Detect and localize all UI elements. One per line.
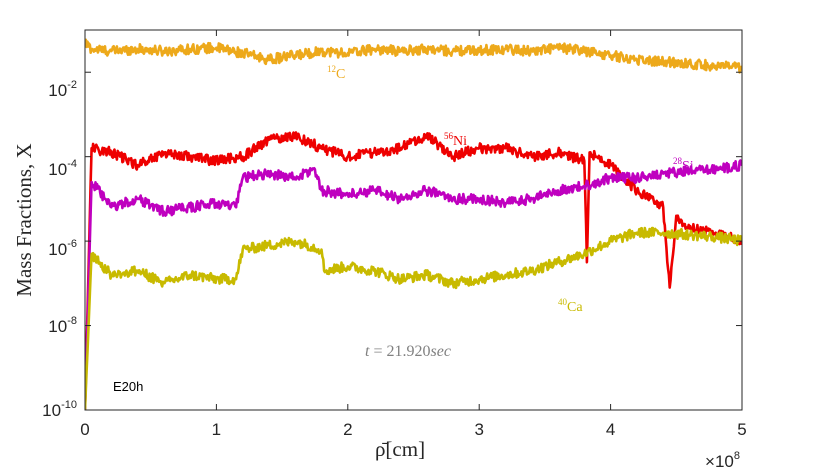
y-tick-label: 10-6 <box>48 238 77 259</box>
legend-56Ni: 56Ni <box>444 131 467 149</box>
x-tick-label: 5 <box>737 420 746 439</box>
x-axis-label: ρ̄[cm] <box>375 437 425 461</box>
legend-40Ca: 40Ca <box>558 297 583 315</box>
y-tick-label: 10-10 <box>42 399 77 420</box>
model-label: E20h <box>113 379 143 394</box>
y-tick-label: 10-8 <box>48 315 77 336</box>
legend-12C: 12C <box>327 64 345 82</box>
plot-frame <box>84 29 743 411</box>
x-tick-label: 0 <box>80 420 89 439</box>
y-tick-label: 10-4 <box>48 158 77 179</box>
x-tick-label: 3 <box>474 420 483 439</box>
x-tick-label: 1 <box>212 420 221 439</box>
x-axis-multiplier: ×108 <box>705 450 740 471</box>
y-axis-label: Mass Fractions, X <box>12 143 36 296</box>
x-tick-label: 2 <box>343 420 352 439</box>
legend-28Si: 28Si <box>673 156 694 174</box>
series-line-40Ca <box>85 226 742 410</box>
plot-area <box>85 30 742 410</box>
series-line-12C <box>85 38 742 74</box>
series-layer <box>85 38 742 410</box>
ticks-layer <box>84 30 743 411</box>
time-annotation: t = 21.920sec <box>365 343 451 360</box>
x-tick-label: 4 <box>606 420 615 439</box>
y-tick-label: 10-2 <box>48 79 77 100</box>
series-line-28Si <box>85 159 742 410</box>
